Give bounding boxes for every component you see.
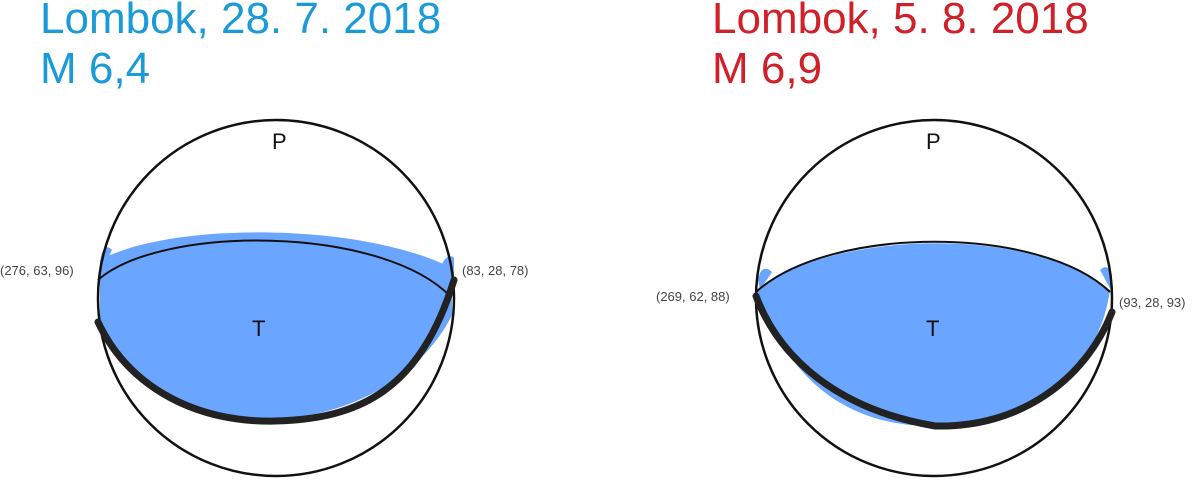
beachball-2-nodal-plane-b [752, 292, 1116, 430]
event-1-name: Lombok, 28. 7. 2018 [40, 0, 442, 43]
beachball-1-outline [96, 118, 456, 478]
beachball-1-nodal-plane-a [97, 239, 451, 297]
beachball-1-nodal-plane-b [94, 276, 458, 425]
beachball-2-p-label: P [926, 129, 941, 154]
event-1-title: Lombok, 28. 7. 2018 M 6,4 [40, 0, 441, 94]
beachball-2-nodal-plane-a [755, 240, 1111, 293]
beachball-2-nodal-right-label: (93, 28, 93) [1119, 295, 1186, 310]
beachball-1-compressional-fill [100, 232, 452, 420]
beachball-1-nodal-left-label: (276, 63, 96) [0, 263, 74, 278]
beachball-1-t-label: T [252, 316, 265, 341]
event-1-magnitude: M 6,4 [40, 44, 151, 93]
event-2-magnitude: M 6,9 [712, 44, 823, 93]
beachball-2-nodal-left-label: (269, 62, 88) [656, 289, 730, 304]
event-2-name: Lombok, 5. 8. 2018 [712, 0, 1089, 43]
beachball-1: P T (276, 63, 96) (83, 28, 78) [0, 118, 529, 478]
beachball-2: P T (269, 62, 88) (93, 28, 93) [656, 118, 1186, 478]
beachball-1-nodal-right-label: (83, 28, 78) [462, 263, 529, 278]
beachball-1-p-label: P [272, 129, 287, 154]
event-2-title: Lombok, 5. 8. 2018 M 6,9 [712, 0, 1089, 94]
beachball-2-compressional-fill [757, 243, 1110, 427]
beachball-2-t-label: T [926, 316, 939, 341]
beachball-2-wisp-right [1100, 267, 1112, 292]
beachball-2-wisp-left [758, 268, 772, 290]
